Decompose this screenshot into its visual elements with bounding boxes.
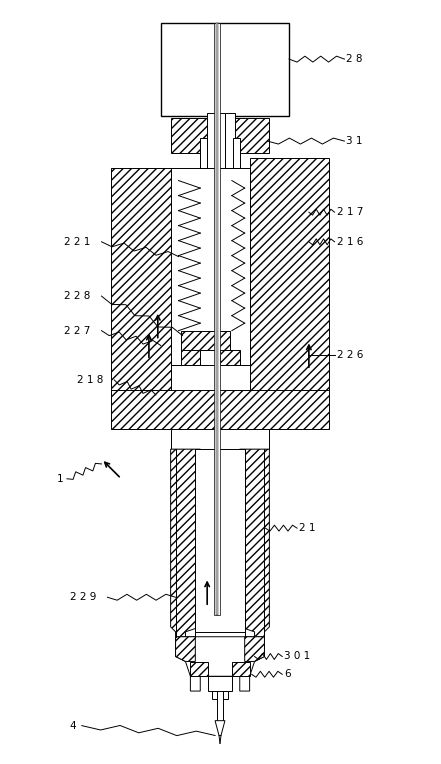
Bar <box>212 691 228 699</box>
Polygon shape <box>250 158 329 419</box>
Bar <box>180 331 230 351</box>
Text: 2 1 8: 2 1 8 <box>77 375 103 385</box>
Bar <box>230 168 250 365</box>
Bar <box>191 662 208 676</box>
Polygon shape <box>176 636 265 691</box>
Text: 6: 6 <box>284 669 291 679</box>
Text: 1: 1 <box>57 474 64 484</box>
Polygon shape <box>112 390 329 449</box>
Bar <box>171 429 269 449</box>
Bar <box>214 23 220 615</box>
Polygon shape <box>220 351 240 365</box>
Bar <box>216 23 218 615</box>
Polygon shape <box>240 449 269 646</box>
Text: 4: 4 <box>70 720 77 730</box>
Text: 2 2 6: 2 2 6 <box>336 351 363 361</box>
Polygon shape <box>171 449 200 646</box>
Text: 2 2 9: 2 2 9 <box>70 592 96 602</box>
Text: 3 0 1: 3 0 1 <box>284 652 310 662</box>
Bar <box>232 662 250 676</box>
Bar <box>217 691 223 720</box>
Polygon shape <box>112 168 171 419</box>
Bar <box>200 351 220 365</box>
Text: 3 1: 3 1 <box>346 136 363 146</box>
Text: 2 8: 2 8 <box>346 54 363 64</box>
Bar <box>171 168 250 365</box>
Polygon shape <box>180 351 200 365</box>
Polygon shape <box>215 720 225 736</box>
Text: 2 1 6: 2 1 6 <box>336 237 363 247</box>
Bar <box>207 113 217 168</box>
Text: 2 2 1: 2 2 1 <box>64 237 90 247</box>
Bar <box>200 138 207 168</box>
Polygon shape <box>171 118 210 168</box>
Bar <box>171 168 250 365</box>
Bar <box>225 113 235 168</box>
Text: 2 2 7: 2 2 7 <box>64 325 90 335</box>
Polygon shape <box>176 636 195 662</box>
Bar <box>217 113 225 168</box>
Bar <box>195 449 245 632</box>
Bar <box>233 138 240 168</box>
Polygon shape <box>225 118 269 168</box>
Polygon shape <box>245 636 265 662</box>
Bar <box>208 676 232 691</box>
Text: 2 1: 2 1 <box>299 523 315 533</box>
Text: 2 2 8: 2 2 8 <box>64 291 90 301</box>
Bar <box>161 23 289 116</box>
Text: 2 1 7: 2 1 7 <box>336 207 363 217</box>
